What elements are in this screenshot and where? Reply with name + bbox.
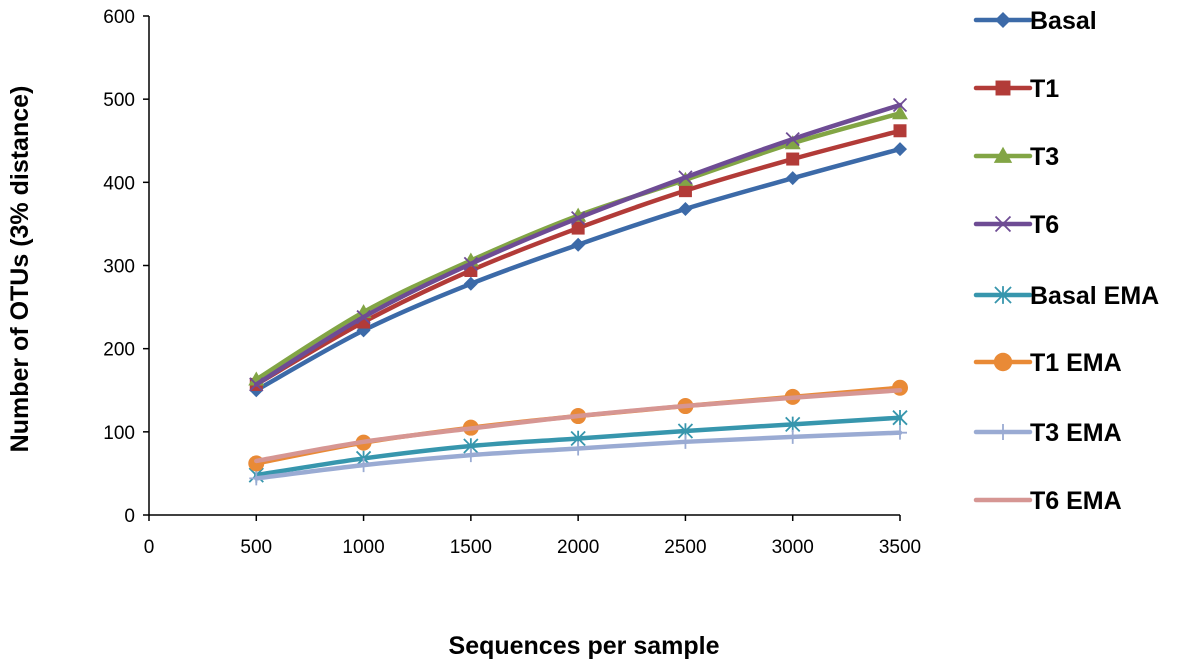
legend-item-t1: T1 [973, 75, 1059, 103]
data-point-t3-ema [249, 471, 264, 486]
legend-label-t6: T6 [1030, 211, 1059, 239]
series-t6 [249, 97, 908, 392]
legend-marker-basal [994, 11, 1012, 29]
data-point-t3-ema [571, 441, 586, 456]
y-tick-label: 100 [103, 423, 135, 444]
legend-item-t1-ema: T1 EMA [973, 349, 1122, 377]
data-point-basal [785, 171, 800, 186]
series-line-t6-ema [254, 388, 903, 464]
data-point-t6 [785, 131, 800, 147]
legend: Basal T1 T3 T6 Basal EMA T1 EMA T3 EMA T6 EMA [973, 7, 1159, 515]
data-point-t6 [678, 170, 693, 185]
data-point-t1 [893, 124, 907, 138]
data-point-t6 [571, 210, 586, 226]
y-tick-label: 200 [103, 340, 135, 361]
series-layer [248, 97, 908, 486]
data-point-t1 [786, 152, 800, 166]
data-point-t3-ema [463, 448, 478, 463]
data-point-basal [463, 276, 478, 291]
data-point-basal [893, 142, 907, 157]
x-tick-label: 0 [144, 537, 155, 558]
data-point-t3-ema [893, 425, 907, 440]
legend-marker-t3 [993, 146, 1013, 163]
legend-item-t3-ema: T3 EMA [973, 419, 1122, 447]
y-tick-label: 400 [103, 173, 135, 194]
legend-label-basal: Basal [1030, 7, 1097, 35]
legend-marker-t6 [994, 215, 1012, 233]
data-point-t3-ema [356, 458, 371, 473]
data-point-t3-ema [678, 434, 693, 449]
y-axis-title: Number of OTUs (3% distance) [6, 86, 34, 453]
series-t1-ema [248, 379, 908, 472]
series-t1 [249, 124, 907, 391]
legend-marker-t1-ema [993, 352, 1013, 372]
x-tick-label: 500 [240, 537, 272, 558]
x-tick-label: 1000 [342, 537, 384, 558]
y-tick-label: 600 [103, 7, 135, 28]
x-tick-label: 2500 [664, 537, 706, 558]
legend-label-t1-ema: T1 EMA [1030, 349, 1122, 377]
series-t6-ema [254, 388, 903, 464]
data-point-t3-ema [785, 429, 800, 444]
legend-item-basal-ema: Basal EMA [973, 282, 1159, 310]
data-point-basal [571, 237, 586, 252]
legend-marker-t3-ema [994, 423, 1012, 441]
x-tick-label: 3000 [772, 537, 814, 558]
legend-item-t3: T3 [973, 143, 1059, 171]
y-tick-label: 0 [124, 506, 135, 527]
legend-marker-t1 [995, 80, 1011, 96]
legend-label-basal-ema: Basal EMA [1030, 282, 1159, 310]
data-point-basal [678, 201, 693, 216]
series-line-basal [254, 146, 903, 393]
legend-label-t3-ema: T3 EMA [1030, 419, 1122, 447]
legend-label-t1: T1 [1030, 75, 1059, 103]
x-tick-label: 3500 [879, 537, 921, 558]
data-point-basal-ema [785, 416, 801, 433]
series-basal [249, 142, 907, 398]
legend-label-t6-ema: T6 EMA [1030, 487, 1122, 515]
x-axis-title: Sequences per sample [449, 632, 720, 660]
x-tick-label: 2000 [557, 537, 599, 558]
data-point-t6 [356, 309, 371, 325]
legend-item-t6-ema: T6 EMA [973, 487, 1122, 515]
data-point-t1 [571, 221, 585, 235]
axes: 0 100 200 300 400 500 600 0 500 1000 1500 2000 2500 3… [103, 7, 921, 558]
legend-item-t6: T6 [973, 211, 1059, 239]
data-point-t3 [784, 135, 801, 150]
y-tick-label: 500 [103, 90, 135, 111]
series-line-t1 [254, 128, 903, 387]
data-point-t3 [892, 105, 908, 120]
y-tick-label: 300 [103, 257, 135, 278]
data-point-basal-ema [892, 409, 908, 426]
x-tick-label: 1500 [450, 537, 492, 558]
data-point-t6 [249, 377, 264, 392]
data-point-t1-ema [892, 379, 908, 396]
legend-label-t3: T3 [1030, 143, 1059, 171]
data-point-t1 [678, 184, 692, 198]
legend-item-basal: Basal [973, 7, 1097, 35]
data-point-t6 [892, 97, 908, 113]
series-t3-ema [249, 425, 907, 486]
legend-marker-basal-ema [994, 286, 1012, 304]
data-point-t6 [463, 256, 478, 271]
